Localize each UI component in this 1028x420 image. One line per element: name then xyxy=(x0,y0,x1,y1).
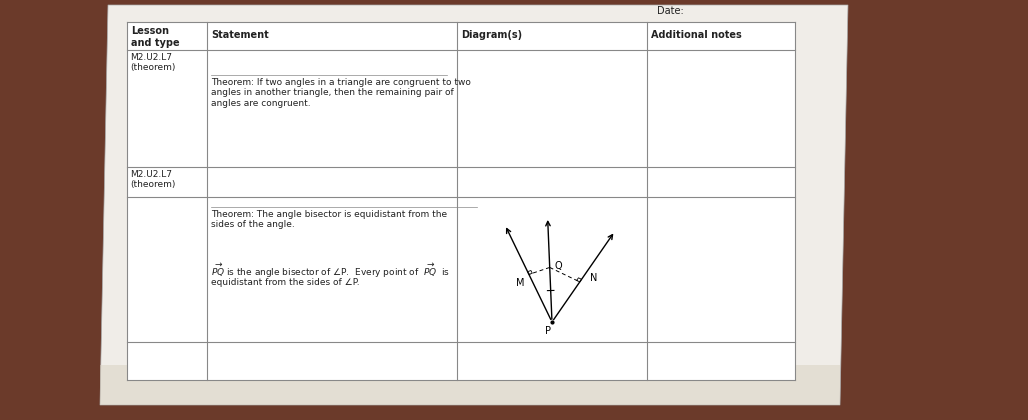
Bar xyxy=(647,342,795,380)
Bar xyxy=(127,22,207,50)
Bar xyxy=(207,197,457,342)
Text: Lesson
and type: Lesson and type xyxy=(131,26,180,47)
Text: $\overrightarrow{PQ}$ is the angle bisector of ∠P.  Every point of  $\overrighta: $\overrightarrow{PQ}$ is the angle bisec… xyxy=(211,262,450,280)
Bar xyxy=(127,342,207,380)
Bar xyxy=(457,167,647,197)
Text: M2.U2.L7
(theorem): M2.U2.L7 (theorem) xyxy=(130,170,176,189)
Bar xyxy=(207,22,457,50)
Bar xyxy=(647,197,795,342)
Text: P: P xyxy=(546,326,551,336)
Bar xyxy=(457,50,647,167)
Text: Additional notes: Additional notes xyxy=(651,30,742,40)
Polygon shape xyxy=(100,5,848,405)
Bar xyxy=(647,22,795,50)
Bar xyxy=(457,342,647,380)
Text: Statement: Statement xyxy=(211,30,268,40)
Bar xyxy=(647,167,795,197)
Bar xyxy=(127,50,207,167)
Text: M: M xyxy=(516,278,525,288)
Bar xyxy=(100,365,840,405)
Bar xyxy=(207,342,457,380)
Bar xyxy=(207,50,457,167)
Text: Q: Q xyxy=(554,261,561,271)
Bar xyxy=(647,50,795,167)
Text: M2.U2.L7
(theorem): M2.U2.L7 (theorem) xyxy=(130,53,176,72)
Text: Date:: Date: xyxy=(657,6,684,16)
Bar xyxy=(127,167,207,197)
Text: equidistant from the sides of ∠P.: equidistant from the sides of ∠P. xyxy=(211,278,360,287)
Text: Theorem: If two angles in a triangle are congruent to two
angles in another tria: Theorem: If two angles in a triangle are… xyxy=(211,78,471,108)
Text: Diagram(s): Diagram(s) xyxy=(461,30,522,40)
Text: Theorem: The angle bisector is equidistant from the
sides of the angle.: Theorem: The angle bisector is equidista… xyxy=(211,210,447,229)
Text: N: N xyxy=(590,273,597,283)
Bar xyxy=(457,197,647,342)
Bar xyxy=(207,167,457,197)
Bar xyxy=(457,22,647,50)
Bar xyxy=(127,197,207,342)
